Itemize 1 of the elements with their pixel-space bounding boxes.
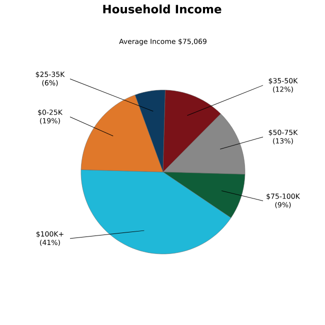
chart-title: Household Income: [103, 4, 222, 14]
